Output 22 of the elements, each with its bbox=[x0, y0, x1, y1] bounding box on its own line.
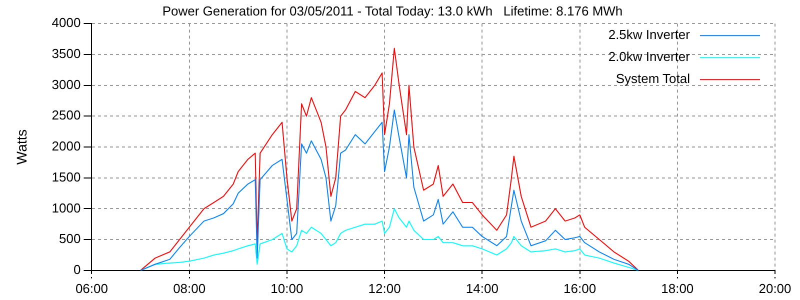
legend-label: 2.5kw Inverter bbox=[608, 27, 691, 42]
y-tick-label: 2000 bbox=[52, 138, 81, 154]
x-tick-label: 10:00 bbox=[270, 280, 304, 296]
y-tick-label: 0 bbox=[73, 262, 81, 277]
y-axis-title: Watts bbox=[13, 129, 30, 165]
x-tick-label: 06:00 bbox=[75, 280, 108, 296]
x-tick-label: 18:00 bbox=[661, 280, 694, 296]
x-tick-label: 12:00 bbox=[368, 280, 401, 296]
y-tick-label: 500 bbox=[59, 231, 81, 246]
x-tick-label: 20:00 bbox=[758, 280, 792, 296]
legend-label: 2.0kw Inverter bbox=[608, 49, 691, 64]
y-tick-label: 2500 bbox=[52, 108, 81, 123]
x-tick-label: 14:00 bbox=[466, 280, 498, 296]
y-tick-label: 1000 bbox=[52, 200, 81, 216]
y-tick-label: 4000 bbox=[52, 15, 81, 30]
x-tick-label: 08:00 bbox=[173, 280, 206, 296]
y-tick-label: 1500 bbox=[52, 169, 81, 184]
chart-title: Power Generation for 03/05/2011 - Total Today: 13.0 kWh Lifetime: 8.176 MWh bbox=[162, 3, 623, 18]
x-tick-label: 16:00 bbox=[564, 280, 596, 296]
y-tick-label: 3500 bbox=[52, 46, 81, 62]
legend-label: System Total bbox=[616, 71, 690, 86]
y-tick-label: 3000 bbox=[52, 76, 81, 92]
